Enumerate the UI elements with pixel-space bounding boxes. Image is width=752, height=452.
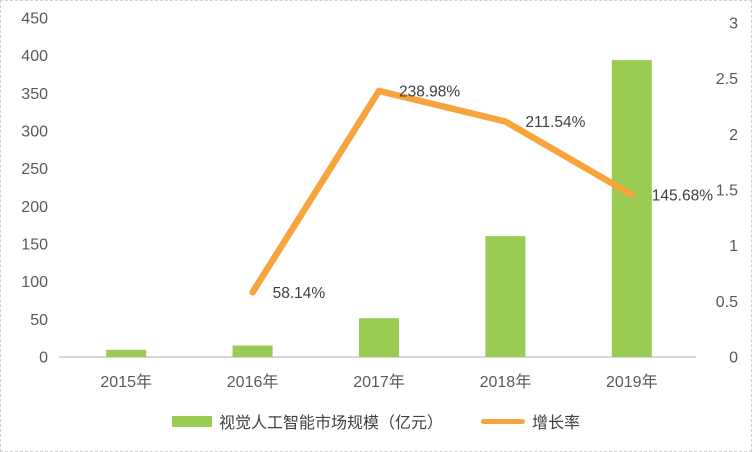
y-axis-left-tick-label: 350 — [21, 86, 48, 103]
x-axis-tick-label: 2018年 — [480, 373, 532, 391]
data-label-growth-rate: 211.54% — [525, 114, 585, 131]
y-axis-right-tick-label: 2 — [729, 127, 738, 144]
data-label-growth-rate: 145.68% — [652, 187, 713, 204]
legend-label: 增长率 — [532, 415, 581, 432]
y-axis-right-tick-label: 3 — [729, 16, 738, 33]
y-axis-right-tick-label: 0.5 — [716, 294, 738, 311]
y-axis-right-tick-label: 1 — [729, 238, 738, 255]
axes-layer: 0 50 100 150 200 250 300 350 400 450 0 0.5 1 1.5 2 2.5 3… — [21, 11, 738, 392]
data-labels-layer: 58.14% 238.98% 211.54% 145.68% — [273, 83, 714, 301]
y-axis-right-tick-label: 1.5 — [716, 183, 738, 200]
data-label-growth-rate: 58.14% — [273, 285, 326, 302]
data-label-growth-rate: 238.98% — [399, 83, 460, 100]
y-axis-left-tick-label: 50 — [30, 312, 48, 329]
bar-series — [106, 60, 652, 358]
y-axis-left-tick-label: 300 — [21, 124, 48, 141]
y-axis-left-tick-label: 100 — [21, 274, 48, 291]
y-axis-left-tick-label: 0 — [39, 350, 48, 367]
bar-2015年 — [106, 349, 147, 357]
legend-line-swatch-icon — [481, 418, 525, 424]
legend-label: 视觉人工智能市场规模（亿元） — [218, 415, 443, 432]
legend: 视觉人工智能市场规模（亿元） 增长率 — [1, 409, 751, 433]
y-axis-left-tick-label: 450 — [21, 11, 48, 28]
bar-2018年 — [485, 236, 526, 357]
line-series — [249, 87, 636, 296]
legend-item-market-size: 视觉人工智能市场规模（亿元） — [171, 409, 443, 433]
bar-2019年 — [611, 60, 652, 358]
bar-2016年 — [232, 345, 273, 357]
x-axis-tick-label: 2015年 — [100, 373, 152, 391]
y-axis-right-tick-label: 2.5 — [716, 71, 738, 88]
x-axis-tick-label: 2017年 — [353, 373, 405, 391]
growth-rate-line — [249, 87, 636, 296]
y-axis-left-tick-label: 150 — [21, 237, 48, 254]
legend-item-growth-rate: 增长率 — [481, 409, 580, 433]
y-axis-left-tick-label: 250 — [21, 161, 48, 178]
bar-2017年 — [359, 318, 399, 357]
x-axis-tick-label: 2019年 — [606, 373, 658, 391]
y-axis-right-tick-label: 0 — [729, 350, 738, 367]
y-axis-left-tick-label: 200 — [21, 199, 48, 216]
y-axis-left-tick-label: 400 — [21, 48, 48, 65]
legend-bar-swatch-icon — [171, 415, 212, 427]
x-axis-tick-label: 2016年 — [227, 373, 279, 391]
